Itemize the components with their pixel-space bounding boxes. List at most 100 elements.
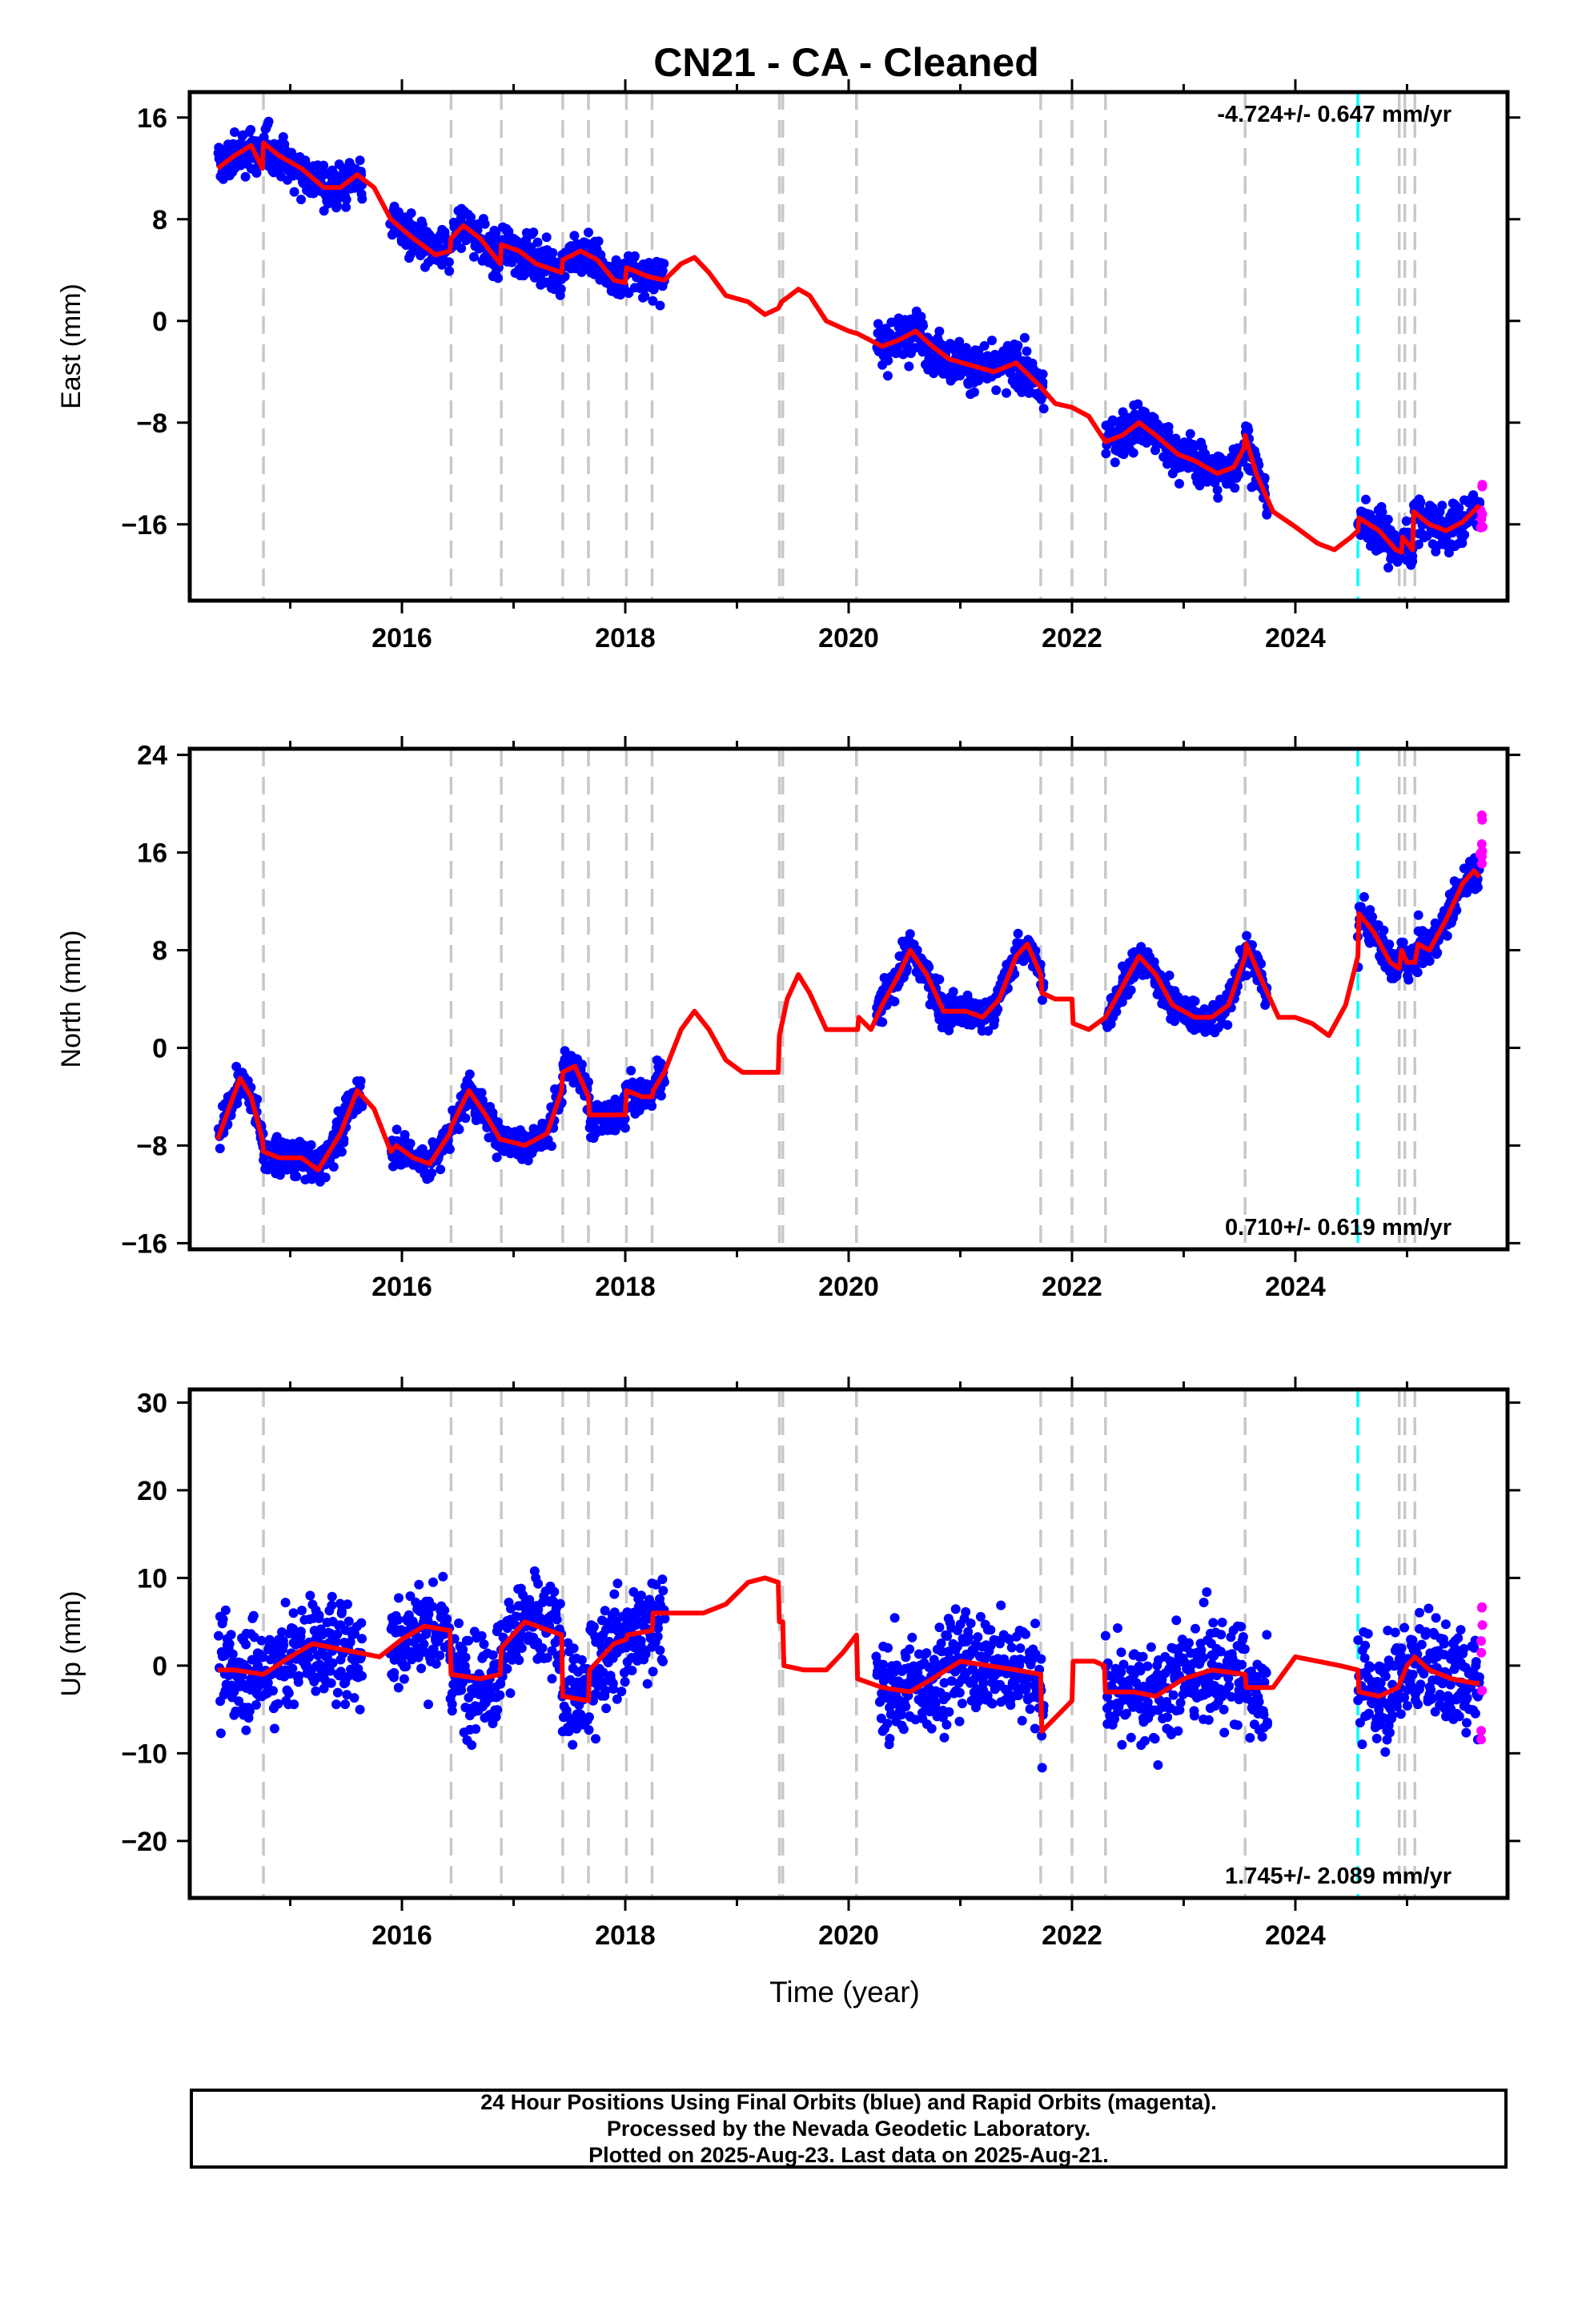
y-tick-label: −16 (121, 510, 167, 541)
final-orbit-point (355, 1076, 366, 1086)
final-orbit-point (283, 1688, 294, 1699)
final-orbit-point (296, 195, 307, 205)
y-tick-label: 0 (152, 1033, 167, 1063)
final-orbit-point (488, 1108, 498, 1118)
final-orbit-point (495, 1690, 505, 1700)
final-orbit-point (454, 1124, 464, 1135)
final-orbit-point (1401, 516, 1411, 526)
final-orbit-point (889, 1613, 900, 1623)
final-orbit-point (1006, 1642, 1017, 1653)
final-orbit-point (1002, 388, 1011, 398)
final-orbit-point (1379, 925, 1389, 935)
final-orbit-point (340, 1699, 351, 1710)
final-orbit-point (950, 1604, 961, 1614)
x-tick-label: 2018 (595, 1272, 656, 1302)
final-orbit-point (878, 1659, 889, 1670)
final-orbit-point (454, 1618, 464, 1628)
final-orbit-point (974, 1696, 984, 1707)
model-fit-line (215, 868, 1482, 1172)
final-orbit-point (493, 1117, 503, 1128)
final-orbit-point (620, 1123, 630, 1133)
final-orbit-point (230, 127, 239, 137)
final-orbit-point (1012, 349, 1022, 360)
final-orbit-point (491, 227, 501, 238)
final-orbit-point (438, 1571, 448, 1582)
final-orbit-point (593, 236, 604, 247)
final-orbit-point (405, 1138, 416, 1148)
final-orbit-point (1427, 503, 1438, 513)
final-orbit-point (1415, 497, 1426, 508)
final-orbit-point (942, 1631, 953, 1641)
final-orbit-point (393, 1614, 404, 1625)
final-orbit-point (314, 1610, 324, 1620)
final-orbit-point (1432, 947, 1443, 958)
final-orbit-point (1213, 493, 1223, 503)
final-orbit-point (291, 1172, 302, 1181)
final-orbit-point (441, 1614, 452, 1625)
final-orbit-point (548, 247, 558, 258)
plot-area (213, 92, 1488, 601)
final-orbit-point (1121, 1708, 1131, 1719)
final-orbit-point (289, 1699, 299, 1710)
final-orbit-point (653, 1623, 663, 1634)
final-orbit-point (612, 1578, 623, 1589)
final-orbit-point (930, 1699, 941, 1709)
final-orbit-point (886, 317, 897, 328)
final-orbit-point (1030, 1723, 1040, 1734)
final-orbit-point (428, 1602, 438, 1612)
final-orbit-point (1262, 509, 1272, 520)
final-orbit-point (1021, 1685, 1031, 1695)
final-orbit-point (1022, 346, 1032, 356)
final-orbit-point (973, 1632, 983, 1642)
final-orbit-point (492, 1152, 502, 1163)
final-orbit-point (1359, 892, 1369, 902)
final-orbit-point (1200, 448, 1211, 459)
final-orbit-point (328, 1162, 339, 1172)
final-orbit-point (1191, 1623, 1200, 1634)
final-orbit-point (1383, 562, 1394, 573)
final-orbit-point (1185, 428, 1195, 439)
final-orbit-point (904, 361, 914, 372)
final-orbit-point (249, 1632, 259, 1642)
final-orbit-point (936, 1638, 946, 1648)
final-orbit-point (268, 1686, 278, 1696)
final-orbit-point (1013, 928, 1023, 939)
y-tick-label: 16 (137, 103, 167, 134)
final-orbit-point (882, 371, 893, 381)
y-tick-label: 0 (152, 307, 167, 337)
final-orbit-point (970, 387, 979, 397)
final-orbit-point (471, 1724, 481, 1734)
final-orbit-point (311, 1686, 321, 1696)
final-orbit-point (568, 1739, 578, 1750)
final-orbit-point (332, 1629, 343, 1639)
final-orbit-point (1037, 1763, 1047, 1773)
final-orbit-point (428, 1577, 438, 1587)
final-orbit-point (258, 1652, 268, 1663)
final-orbit-point (658, 1586, 669, 1596)
final-orbit-point (436, 1164, 446, 1175)
final-orbit-point (467, 1740, 477, 1751)
final-orbit-point (655, 1645, 665, 1655)
final-orbit-point (326, 1678, 336, 1688)
final-orbit-point (339, 1137, 349, 1148)
final-orbit-point (568, 1643, 579, 1654)
final-orbit-point (1189, 442, 1199, 452)
final-orbit-point (215, 1728, 226, 1739)
final-orbit-point (1025, 1704, 1035, 1715)
final-orbit-point (954, 1716, 965, 1727)
final-orbit-point (1472, 874, 1483, 884)
final-orbit-point (345, 1637, 355, 1647)
final-orbit-point (966, 1618, 976, 1629)
plot-area (214, 1389, 1488, 1898)
final-orbit-point (620, 1677, 630, 1687)
final-orbit-point (996, 1600, 1006, 1610)
final-orbit-point (657, 1574, 668, 1585)
final-orbit-point (588, 1622, 599, 1632)
rate-label: 0.710+/- 0.619 mm/yr (1225, 1215, 1452, 1240)
final-orbit-point (609, 1607, 620, 1618)
final-orbit-point (469, 251, 479, 262)
final-orbit-point (979, 340, 990, 351)
final-orbit-point (1189, 1711, 1199, 1721)
